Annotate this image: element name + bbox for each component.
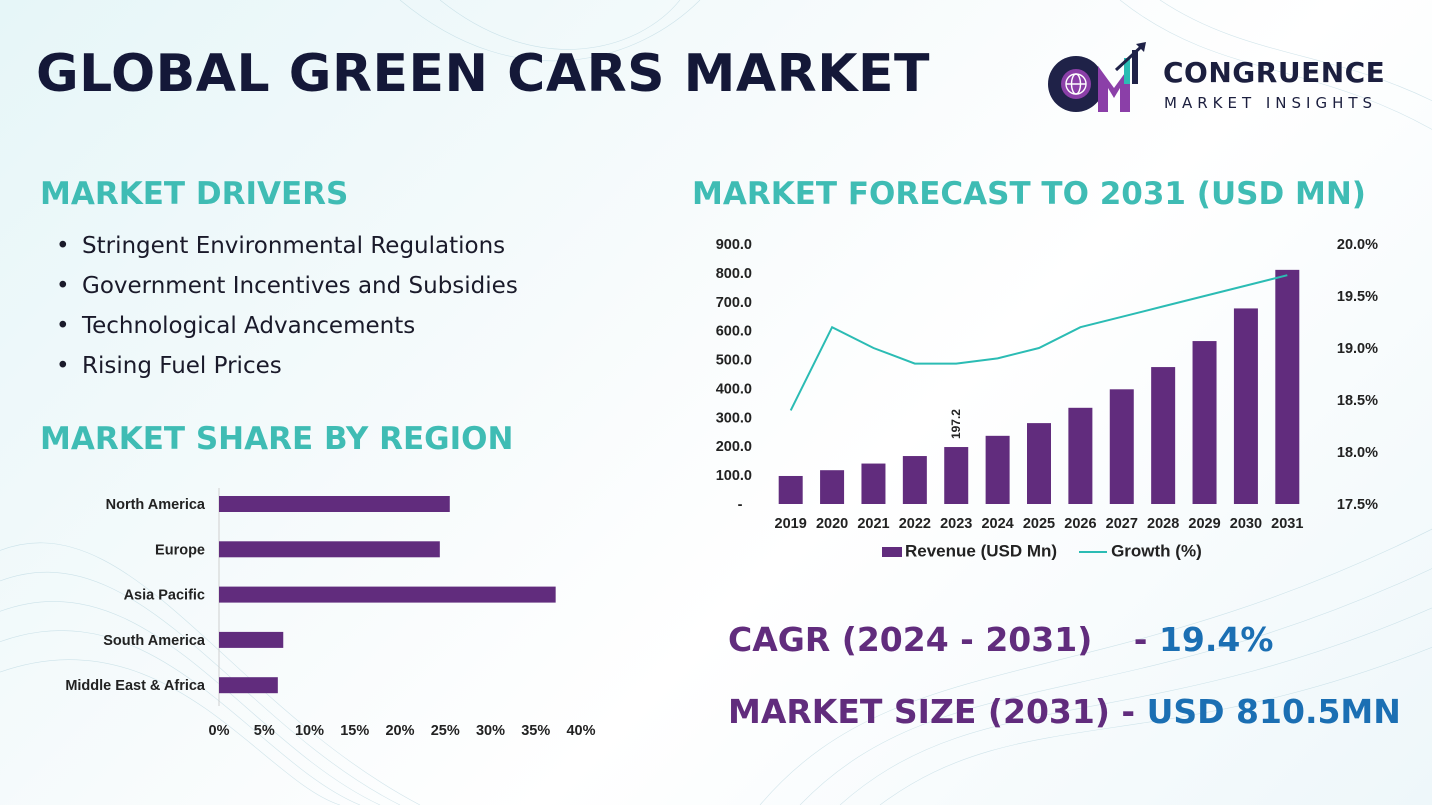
x-tick-label: 2030 bbox=[1230, 516, 1262, 532]
cagr-kpi: CAGR (2024 - 2031) - 19.4% bbox=[728, 620, 1273, 659]
revenue-bar bbox=[902, 456, 927, 504]
x-tick-label: 2027 bbox=[1106, 516, 1138, 532]
brand-logo: CONGRUENCE MARKET INSIGHTS bbox=[1046, 40, 1396, 120]
x-tick-label: 2024 bbox=[981, 516, 1013, 532]
x-tick-label: 2020 bbox=[816, 516, 848, 532]
revenue-bar bbox=[1027, 423, 1051, 504]
region-tick-label: 5% bbox=[254, 723, 275, 739]
y-right-tick-label: 19.0% bbox=[1337, 341, 1378, 357]
region-bar bbox=[219, 496, 450, 512]
revenue-bar bbox=[861, 463, 886, 504]
y-left-tick-label: 500.0 bbox=[716, 353, 752, 369]
legend-growth: Growth (%) bbox=[1111, 541, 1202, 561]
revenue-bar bbox=[1233, 308, 1258, 504]
region-share-chart: North America Europe Asia Pacific South Ame… bbox=[65, 488, 596, 739]
x-tick-label: 2023 bbox=[940, 516, 972, 532]
region-tick-label: 15% bbox=[340, 723, 369, 739]
revenue-bar bbox=[1192, 341, 1217, 504]
revenue-bar bbox=[778, 475, 803, 504]
x-tick-label: 2028 bbox=[1147, 516, 1179, 532]
revenue-bar bbox=[1151, 367, 1176, 504]
region-label: Middle East & Africa bbox=[65, 678, 206, 694]
y-left-tick-label: 300.0 bbox=[716, 410, 752, 426]
legend-revenue: Revenue (USD Mn) bbox=[905, 541, 1058, 561]
y-left-tick-label: 100.0 bbox=[716, 468, 752, 484]
revenue-bar bbox=[944, 447, 969, 504]
y-left-tick-label: 200.0 bbox=[716, 439, 752, 455]
cagr-label: CAGR (2024 - 2031) bbox=[728, 620, 1093, 659]
legend-line-swatch bbox=[1079, 550, 1108, 553]
driver-item: • Government Incentives and Subsidies bbox=[56, 273, 518, 299]
region-bar bbox=[219, 677, 278, 694]
region-bar bbox=[219, 586, 556, 603]
bar-data-label: 197.2 bbox=[949, 409, 963, 439]
logo-mark-icon bbox=[1048, 42, 1146, 112]
logo-name: CONGRUENCE bbox=[1163, 56, 1386, 89]
forecast-heading: MARKET FORECAST TO 2031 (USD MN) bbox=[692, 176, 1366, 212]
x-tick-label: 2031 bbox=[1271, 516, 1303, 532]
x-tick-label: 2026 bbox=[1064, 516, 1096, 532]
market-size-kpi: MARKET SIZE (2031) - USD 810.5MN bbox=[728, 692, 1401, 731]
region-bar bbox=[219, 541, 440, 558]
drivers-heading: MARKET DRIVERS bbox=[40, 176, 349, 212]
forecast-legend: Revenue (USD Mn) Growth (%) bbox=[882, 541, 1202, 562]
region-tick-label: 0% bbox=[209, 723, 230, 739]
region-tick-label: 40% bbox=[566, 723, 595, 739]
cagr-value: 19.4% bbox=[1158, 620, 1274, 659]
logo-tagline: MARKET INSIGHTS bbox=[1164, 94, 1378, 112]
y-right-tick-label: 18.5% bbox=[1337, 393, 1378, 409]
region-label: South America bbox=[103, 633, 206, 649]
forecast-chart: - 100.0 200.0 300.0 400.0 500.0 600.0 700.0 800.… bbox=[716, 237, 1378, 532]
y-right-tick-label: 19.5% bbox=[1337, 289, 1378, 305]
driver-item: • Stringent Environmental Regulations bbox=[56, 233, 506, 259]
region-tick-label: 20% bbox=[385, 723, 414, 739]
y-right-tick-label: 18.0% bbox=[1337, 445, 1378, 461]
region-bar bbox=[219, 631, 284, 648]
revenue-bar bbox=[1109, 389, 1134, 504]
y-left-tick-label: 900.0 bbox=[716, 237, 752, 253]
y-right-tick-label: 17.5% bbox=[1337, 497, 1378, 513]
x-tick-label: 2019 bbox=[775, 516, 807, 532]
revenue-bar bbox=[1275, 269, 1300, 504]
region-label: Europe bbox=[155, 542, 205, 558]
x-tick-label: 2029 bbox=[1188, 516, 1220, 532]
region-label: North America bbox=[106, 497, 206, 513]
region-tick-label: 30% bbox=[476, 723, 505, 739]
market-size-value: USD 810.5MN bbox=[1146, 692, 1401, 731]
market-size-label: MARKET SIZE (2031) bbox=[728, 692, 1110, 731]
revenue-bar bbox=[985, 435, 1010, 504]
revenue-bar bbox=[1068, 407, 1093, 504]
region-heading: MARKET SHARE BY REGION bbox=[40, 421, 514, 457]
market-size-separator: - bbox=[1109, 692, 1147, 731]
y-right-tick-label: 20.0% bbox=[1337, 237, 1378, 253]
y-left-tick-label: - bbox=[738, 497, 743, 513]
region-label: Asia Pacific bbox=[124, 588, 205, 604]
x-tick-label: 2025 bbox=[1023, 516, 1055, 532]
region-tick-label: 10% bbox=[295, 723, 324, 739]
growth-line bbox=[789, 274, 1288, 411]
legend-bar-swatch bbox=[882, 546, 902, 557]
driver-item: • Technological Advancements bbox=[56, 313, 416, 339]
x-tick-label: 2021 bbox=[857, 516, 889, 532]
y-left-tick-label: 600.0 bbox=[716, 324, 752, 340]
x-tick-label: 2022 bbox=[899, 516, 931, 532]
cagr-separator: - bbox=[1122, 620, 1159, 659]
y-left-tick-label: 700.0 bbox=[716, 295, 752, 311]
region-tick-label: 25% bbox=[431, 723, 460, 739]
revenue-bar bbox=[820, 470, 845, 504]
page-title: GLOBAL GREEN CARS MARKET bbox=[36, 44, 930, 104]
driver-item: • Rising Fuel Prices bbox=[56, 353, 282, 379]
drivers-list: • Stringent Environmental Regulations • Go… bbox=[56, 228, 518, 388]
y-left-tick-label: 400.0 bbox=[716, 381, 752, 397]
y-left-tick-label: 800.0 bbox=[716, 266, 752, 282]
region-tick-label: 35% bbox=[521, 723, 550, 739]
